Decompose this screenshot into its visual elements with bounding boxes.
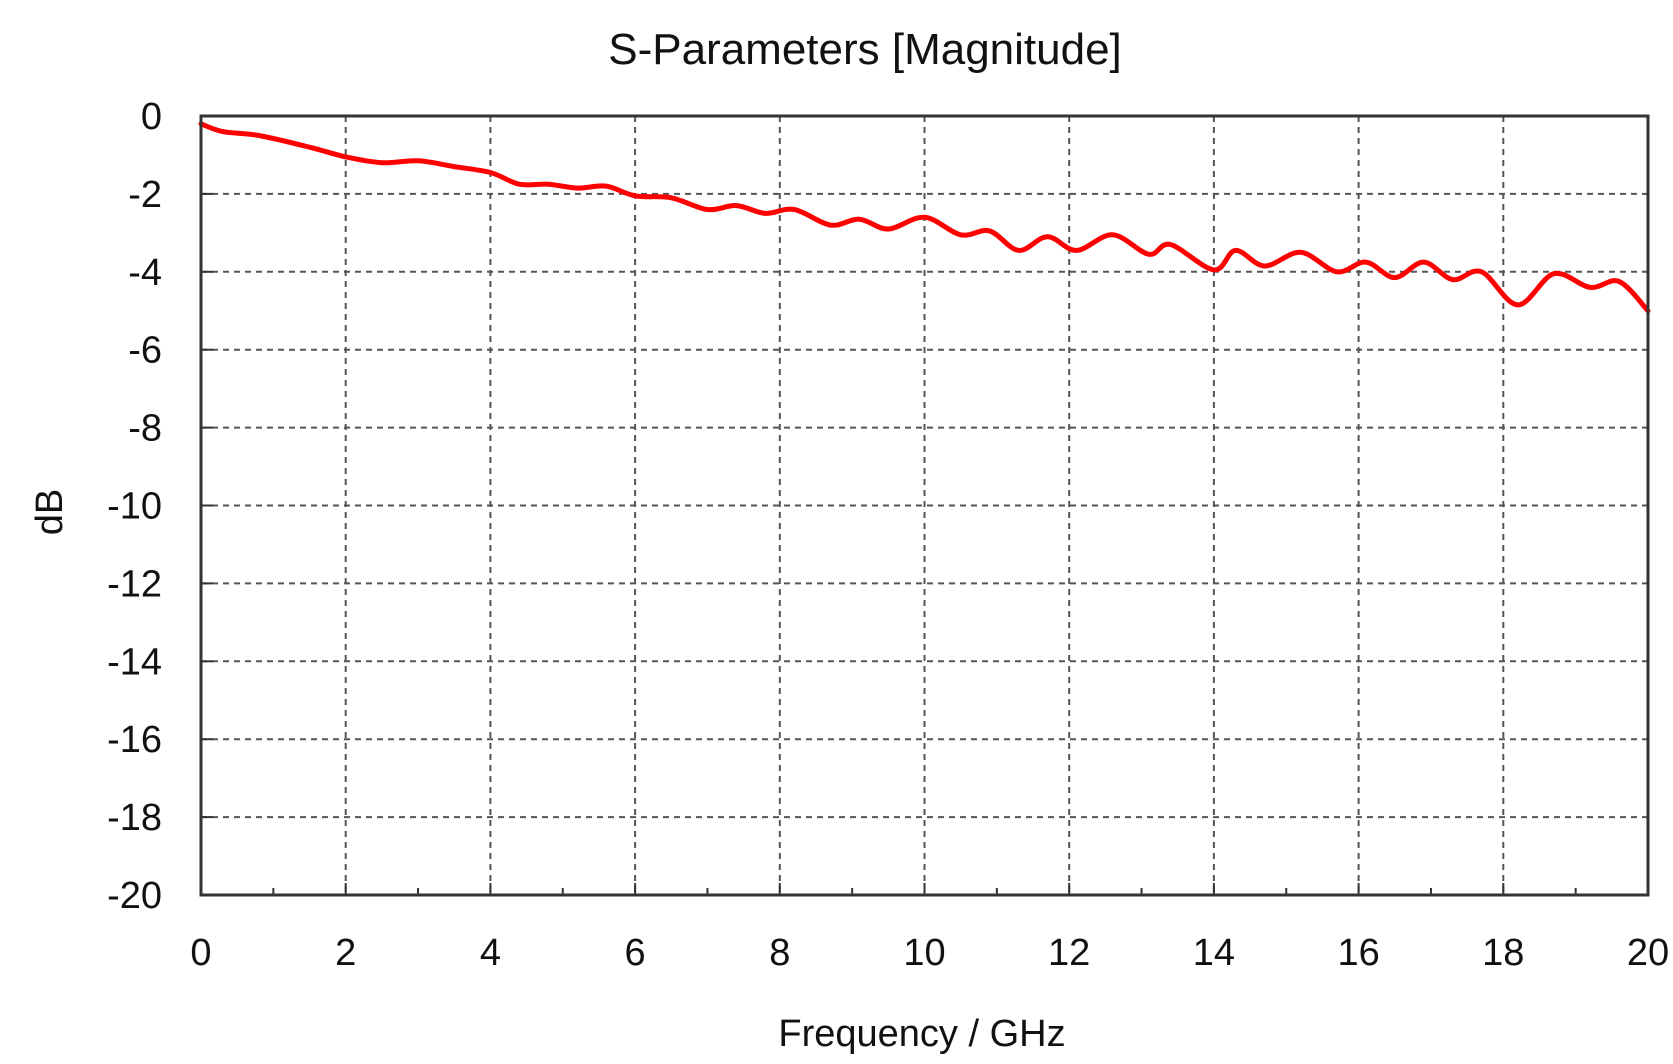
y-tick-label: -16: [107, 719, 162, 761]
series-line-0: [198, 121, 1651, 314]
x-tick-label: 16: [1337, 932, 1379, 974]
x-tick-label: 6: [625, 932, 646, 974]
x-tick-label: 4: [480, 932, 501, 974]
x-tick-label: 0: [190, 932, 211, 974]
plot-frame: [199, 114, 1650, 897]
x-tick-label: 20: [1627, 932, 1669, 974]
y-tick-label: -8: [128, 408, 162, 450]
y-tick-label: -20: [107, 875, 162, 917]
y-tick-label: -2: [128, 174, 162, 216]
y-tick-label: -18: [107, 797, 162, 839]
x-tick-label: 10: [903, 932, 945, 974]
y-tick-label: -14: [107, 641, 162, 683]
axis-ticks: 0 2 4 6 8 10 12 14 16 18 20 0 -2 -4 -6 -8 -10 -12 -14 -16 -1…: [107, 96, 1669, 974]
y-tick-label: -6: [128, 330, 162, 372]
y-tick-label: 0: [141, 96, 162, 138]
series-layer: [198, 121, 1651, 314]
y-tick-label: -10: [107, 486, 162, 528]
x-tick-label: 18: [1482, 932, 1524, 974]
chart-title: S-Parameters [Magnitude]: [608, 25, 1122, 74]
grid-lines: [201, 116, 1648, 895]
x-tick-label: 14: [1193, 932, 1235, 974]
y-tick-label: -12: [107, 563, 162, 605]
x-tick-label: 8: [769, 932, 790, 974]
x-axis-label: Frequency / GHz: [778, 1013, 1065, 1055]
x-tick-label: 12: [1048, 932, 1090, 974]
y-tick-label: -4: [128, 252, 162, 294]
y-axis-label: dB: [29, 489, 71, 535]
x-tick-label: 2: [335, 932, 356, 974]
